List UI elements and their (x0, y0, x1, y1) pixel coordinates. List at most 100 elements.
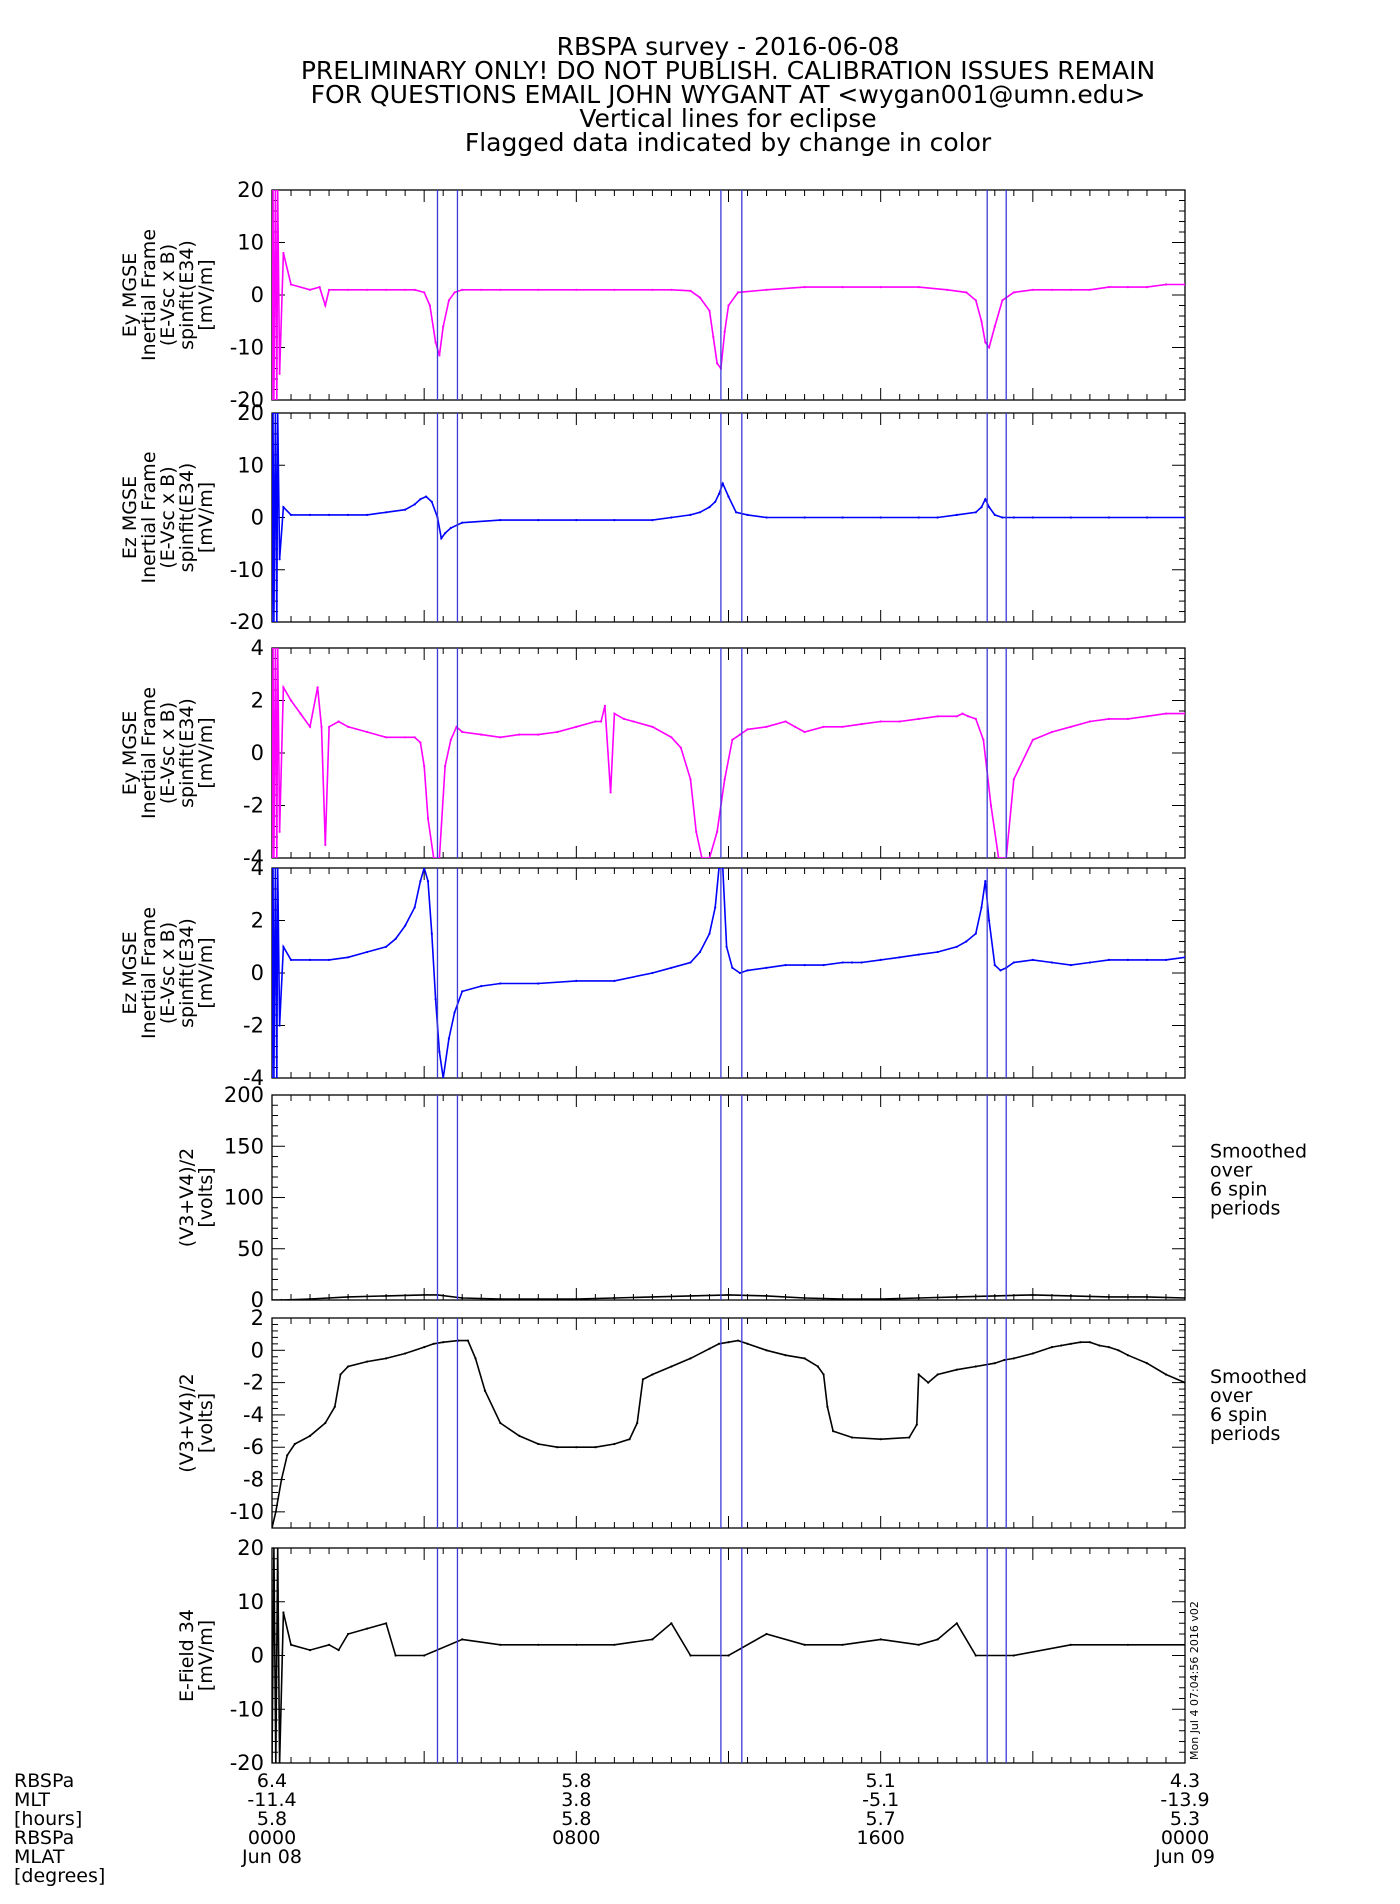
p3-point (1050, 730, 1053, 734)
p1-point (324, 304, 327, 307)
p1-point (974, 299, 977, 302)
p3-point (967, 715, 970, 718)
p4-ytick-label: -4 (243, 1066, 264, 1090)
p1-point (727, 304, 730, 307)
p2-ytick-label: -20 (230, 610, 264, 634)
p2-point (274, 413, 277, 415)
p5-point (993, 1294, 996, 1297)
p1-point (413, 288, 416, 291)
p4-point (1126, 958, 1129, 962)
p1-point (434, 341, 437, 344)
p6-point (765, 1349, 768, 1352)
p7-point (276, 1548, 279, 1550)
p2-point (366, 513, 369, 517)
p2-point (1069, 516, 1072, 519)
p2-point (746, 513, 749, 517)
p6-point (483, 1389, 487, 1392)
p7-point (575, 1643, 578, 1646)
p5-point (917, 1296, 920, 1300)
p6-point (423, 1346, 426, 1349)
p4-point (936, 950, 939, 954)
p1-point (404, 288, 407, 291)
p1-point (708, 309, 711, 312)
p6-point (851, 1436, 854, 1439)
xaxis-tick-mlat: -11.4 (247, 1789, 296, 1811)
p6-ytick-label: -6 (243, 1435, 264, 1459)
p3-point (961, 712, 964, 715)
p2-point (308, 513, 312, 517)
p2-point (425, 495, 428, 498)
p6-point (832, 1430, 835, 1433)
p2-point (841, 516, 844, 519)
p3-point (708, 856, 711, 858)
p6-point (518, 1434, 521, 1437)
p4-point (274, 868, 277, 870)
p6-point (466, 1339, 469, 1342)
p3-point (700, 856, 703, 858)
p2-point (988, 506, 991, 509)
p6-ytick-label: 0 (251, 1338, 264, 1362)
title-line-4: Vertical lines for eclipse (579, 104, 876, 133)
p7-point (337, 1649, 340, 1652)
p2-point (289, 513, 293, 517)
title-line-1: RBSPA survey - 2016-06-08 (557, 32, 900, 61)
p1-point (1145, 286, 1149, 289)
p4-point (851, 961, 854, 964)
p6-side-note: periods (1210, 1423, 1280, 1445)
p2-point (955, 513, 958, 517)
p7-point (1069, 1643, 1072, 1646)
p6-ytick-label: 2 (251, 1306, 264, 1330)
p6-point (816, 1365, 820, 1368)
p2-point (272, 413, 275, 415)
p6-point (784, 1354, 787, 1357)
p3-point (404, 736, 407, 739)
p1-ytick-label: 0 (251, 283, 264, 307)
p7-point (879, 1638, 882, 1641)
p3-point (275, 856, 278, 858)
p3-point (917, 717, 920, 721)
p5-point (689, 1294, 692, 1297)
p1-point (480, 288, 483, 291)
p2-point (1012, 516, 1015, 519)
p3-frame (271, 647, 1186, 859)
p3-point (1183, 712, 1185, 715)
timestamp-stamp: Mon Jul 4 07:04:56 2016 v02 (1188, 1601, 1201, 1760)
p7-point (289, 1643, 293, 1646)
p2-point (385, 511, 388, 514)
p4-point (438, 1050, 441, 1053)
p4-point (1031, 958, 1034, 962)
p6-point (613, 1442, 616, 1446)
p1-point (879, 286, 882, 289)
p6-point (736, 1339, 740, 1342)
p4-point (366, 950, 369, 954)
p1-point (278, 372, 281, 375)
p2-point (537, 519, 540, 522)
p1-point (980, 320, 983, 323)
p6-point (474, 1357, 477, 1360)
p2-point (1145, 516, 1149, 519)
p1-point (1164, 283, 1168, 286)
p1-point (723, 330, 726, 333)
p1-ylabel-line: Inertial Frame (138, 229, 160, 361)
p5-point (461, 1296, 464, 1300)
p3-ytick-label: 0 (251, 741, 264, 765)
p3-point (575, 725, 578, 728)
p4-point (803, 964, 806, 967)
p4-point (670, 966, 673, 969)
p6-ytick-label: -2 (243, 1371, 264, 1395)
p4-point (988, 919, 991, 922)
p4-point (480, 985, 483, 988)
p1-point (965, 291, 968, 294)
p6-point (1183, 1381, 1185, 1384)
p3-point (272, 856, 274, 858)
p6-point (636, 1421, 639, 1425)
p6-point (927, 1381, 930, 1384)
p4-point (721, 868, 724, 870)
p2-point (765, 516, 768, 519)
p4-point (984, 880, 987, 883)
p7-point (955, 1622, 958, 1625)
p7-point (366, 1627, 369, 1630)
p6-point (822, 1373, 825, 1376)
xaxis-tick-time: 0000 (248, 1827, 296, 1849)
p4-point (714, 906, 717, 909)
